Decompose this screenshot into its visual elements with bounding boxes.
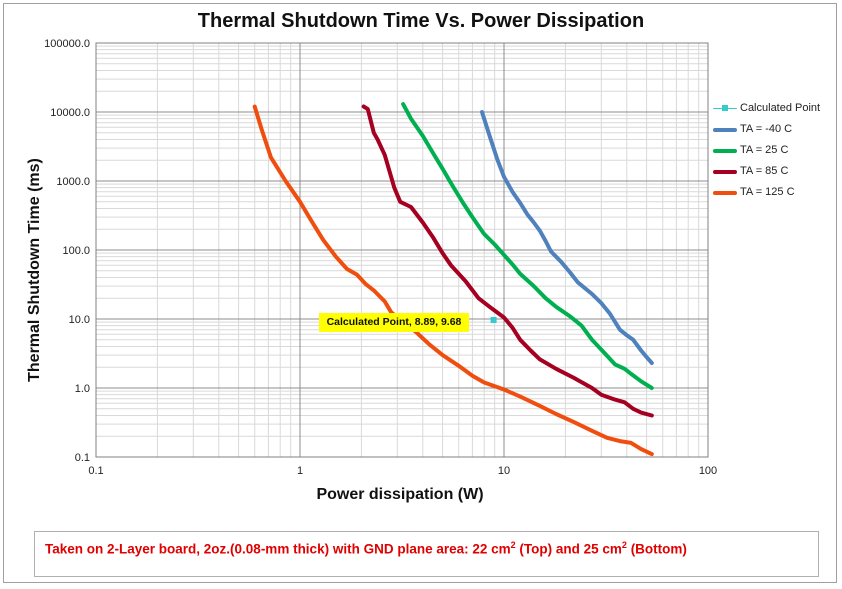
note-sup-2: 2 xyxy=(621,540,627,550)
legend-item: Calculated Point xyxy=(710,100,830,121)
legend: Calculated Point TA = -40 C TA = 25 C TA = … xyxy=(710,100,830,205)
legend-swatch xyxy=(713,170,737,174)
legend-item: TA = 125 C xyxy=(710,184,830,205)
x-axis-label: Power dissipation (W) xyxy=(316,486,484,503)
chart-title: Thermal Shutdown Time Vs. Power Dissipat… xyxy=(197,10,645,32)
series-line xyxy=(401,102,654,390)
x-tick-label: 100 xyxy=(699,465,717,477)
y-tick-label: 1000.0 xyxy=(56,176,90,188)
y-tick-label: 0.1 xyxy=(75,452,90,464)
note-mid: (Top) and 25 cm xyxy=(515,541,622,557)
note-suffix: (Bottom) xyxy=(626,541,687,557)
y-tick-label: 1.0 xyxy=(75,383,90,395)
x-tick-label: 1 xyxy=(297,465,303,477)
legend-swatch xyxy=(713,149,737,153)
plot-border xyxy=(95,42,709,458)
x-tick-label: 0.1 xyxy=(88,465,103,477)
note-sup-1: 2 xyxy=(510,540,516,550)
legend-marker xyxy=(722,105,728,111)
series-line xyxy=(480,110,654,365)
y-tick-label: 100000.0 xyxy=(44,38,90,50)
series-line xyxy=(252,104,654,457)
legend-item: TA = 85 C xyxy=(710,163,830,184)
series-line xyxy=(361,104,654,418)
legend-swatch xyxy=(713,128,737,132)
y-tick-label: 10.0 xyxy=(69,314,90,326)
note-prefix: Taken on 2-Layer board, 2oz.(0.08-mm thi… xyxy=(45,541,511,557)
x-tick-label: 10 xyxy=(498,465,510,477)
legend-label: Calculated Point xyxy=(740,102,821,114)
legend-label: TA = 125 C xyxy=(740,186,795,198)
legend-item: TA = 25 C xyxy=(710,142,830,163)
legend-label: TA = -40 C xyxy=(740,123,793,135)
note-text: Taken on 2-Layer board, 2oz.(0.08-mm thi… xyxy=(45,540,687,557)
chart-frame xyxy=(3,3,837,583)
legend-label: TA = 25 C xyxy=(740,144,789,156)
calculated-point-marker xyxy=(490,316,497,323)
legend-label: TA = 85 C xyxy=(740,165,789,177)
legend-item: TA = -40 C xyxy=(710,121,830,142)
legend-swatch xyxy=(713,191,737,195)
calculated-point-callout: Calculated Point, 8.89, 9.68 xyxy=(319,313,469,332)
y-tick-label: 10000.0 xyxy=(50,107,90,119)
note-box: Taken on 2-Layer board, 2oz.(0.08-mm thi… xyxy=(34,531,819,577)
y-tick-label: 100.0 xyxy=(62,245,90,257)
